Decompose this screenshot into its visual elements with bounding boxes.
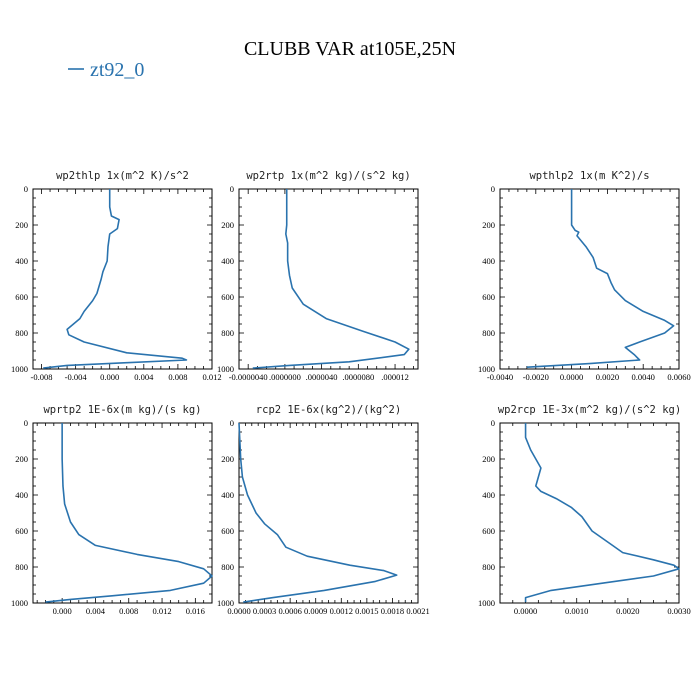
- y-tick-label: 600: [221, 292, 234, 302]
- y-tick-label: 600: [15, 526, 28, 536]
- x-tick-label: 0.0010: [565, 606, 588, 616]
- y-tick-label: 600: [482, 292, 495, 302]
- x-tick-label: 0.0060: [667, 372, 690, 382]
- panel-6: wp2rcp 1E-3x(m^2 kg)/(s^2 kg)0 200 400 600 8…: [478, 404, 691, 616]
- y-tick-label: 0: [491, 184, 495, 194]
- panel-2: wp2rtp 1x(m^2 kg)/(s^2 kg) 0 200 400 600 800 1…: [217, 170, 419, 382]
- y-tick-label: 600: [221, 526, 234, 536]
- x-tick-label: 0.0006: [278, 606, 301, 616]
- x-tick-label: 0.0000: [560, 372, 583, 382]
- y-tick-label: 400: [15, 256, 28, 266]
- x-tick-label: 0.004: [86, 606, 106, 616]
- y-tick-label: 0: [24, 418, 28, 428]
- panel-title: rcp2 1E-6x(kg^2)/(kg^2): [256, 404, 401, 416]
- panel-5: rcp2 1E-6x(kg^2)/(kg^2) 0 200 400 600 800 1000…: [217, 404, 430, 616]
- figure-title: CLUBB VAR at105E,25N: [244, 38, 456, 60]
- x-tick-label: 0.016: [186, 606, 205, 616]
- y-tick-label: 200: [15, 454, 28, 464]
- y-tick-label: 600: [482, 526, 495, 536]
- y-tick-label: 0: [24, 184, 28, 194]
- x-tick-label: -0.008: [31, 372, 53, 382]
- x-tick-label: 0.0000: [227, 606, 250, 616]
- x-tick-label: 0.000: [53, 606, 72, 616]
- panel-title: wp2thlp 1x(m^2 K)/s^2: [56, 170, 189, 182]
- y-tick-label: 400: [482, 490, 495, 500]
- series-line: [43, 189, 188, 369]
- legend-label: zt92_0: [90, 59, 144, 81]
- x-tick-label: 0.0009: [304, 606, 327, 616]
- panel-1: wp2thlp 1x(m^2 K)/s^202004006008001000-0…: [11, 170, 222, 382]
- x-tick-label: -0.0000040: [229, 372, 268, 382]
- y-tick-label: 200: [221, 220, 234, 230]
- x-tick-label: 0.0030: [667, 606, 690, 616]
- x-tick-label: -0.0020: [523, 372, 549, 382]
- x-tick-label: 0.0012: [330, 606, 353, 616]
- y-tick-label: 400: [482, 256, 495, 266]
- y-tick-label: 800: [482, 328, 495, 338]
- x-tick-label: .000012: [381, 372, 409, 382]
- panels: wp2thlp 1x(m^2 K)/s^202004006008001000-0…: [11, 170, 691, 616]
- y-tick-label: 800: [221, 328, 234, 338]
- y-tick-label: 400: [15, 490, 28, 500]
- x-tick-label: 0.0018: [381, 606, 404, 616]
- y-tick-label: 1000: [11, 598, 28, 608]
- x-tick-label: 0.012: [202, 372, 221, 382]
- x-tick-label: 0.0020: [616, 606, 639, 616]
- y-tick-label: 0: [230, 184, 234, 194]
- x-tick-label: -0.004: [65, 372, 88, 382]
- y-tick-label: 800: [15, 328, 28, 338]
- x-tick-label: 0.0020: [596, 372, 619, 382]
- legend: zt92_0: [68, 59, 144, 81]
- x-tick-label: .0000000: [269, 372, 301, 382]
- x-tick-label: 0.0000: [514, 606, 537, 616]
- series-line: [524, 423, 680, 603]
- y-tick-label: 600: [15, 292, 28, 302]
- series-line: [252, 189, 410, 369]
- x-tick-label: 0.008: [168, 372, 187, 382]
- y-tick-label: 200: [482, 454, 495, 464]
- panel-title: wp2rtp 1x(m^2 kg)/(s^2 kg): [246, 170, 410, 182]
- y-tick-label: 200: [221, 454, 234, 464]
- x-tick-label: 0.000: [100, 372, 119, 382]
- y-tick-label: 1000: [217, 598, 234, 608]
- y-tick-label: 1000: [217, 364, 234, 374]
- x-tick-label: 0.0021: [406, 606, 429, 616]
- panel-title: wpthlp2 1x(m K^2)/s: [529, 170, 649, 182]
- y-tick-label: 800: [15, 562, 28, 572]
- panel-4: wprtp2 1E-6x(m kg)/(s kg) 0 200 400 600 800 10…: [11, 404, 213, 616]
- y-tick-label: 400: [221, 256, 234, 266]
- x-tick-label: 0.0040: [632, 372, 655, 382]
- x-tick-label: .0000040: [306, 372, 338, 382]
- x-tick-label: 0.004: [134, 372, 154, 382]
- series-line: [45, 423, 213, 603]
- x-tick-label: 0.012: [152, 606, 171, 616]
- series-line: [238, 422, 398, 603]
- y-tick-label: 0: [491, 418, 495, 428]
- y-tick-label: 1000: [11, 364, 28, 374]
- y-tick-label: 1000: [478, 598, 495, 608]
- panel-3: wpthlp2 1x(m K^2)/s02004006008001000-0.0…: [478, 170, 691, 382]
- y-tick-label: 400: [221, 490, 234, 500]
- x-tick-label: 0.0015: [355, 606, 378, 616]
- panel-title: wp2rcp 1E-3x(m^2 kg)/(s^2 kg): [498, 404, 681, 416]
- y-tick-label: 0: [230, 418, 234, 428]
- panel-title: wprtp2 1E-6x(m kg)/(s kg): [43, 404, 201, 416]
- y-tick-label: 800: [221, 562, 234, 572]
- x-tick-label: .0000080: [342, 372, 374, 382]
- x-tick-label: -0.0040: [487, 372, 513, 382]
- x-tick-label: 0.008: [119, 606, 138, 616]
- x-tick-label: 0.0003: [253, 606, 276, 616]
- y-tick-label: 800: [482, 562, 495, 572]
- y-tick-label: 200: [15, 220, 28, 230]
- y-tick-label: 200: [482, 220, 495, 230]
- y-tick-label: 1000: [478, 364, 495, 374]
- series-line: [526, 189, 675, 368]
